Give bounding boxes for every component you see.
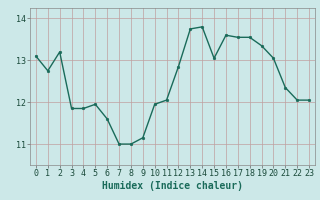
X-axis label: Humidex (Indice chaleur): Humidex (Indice chaleur) [102,181,243,191]
